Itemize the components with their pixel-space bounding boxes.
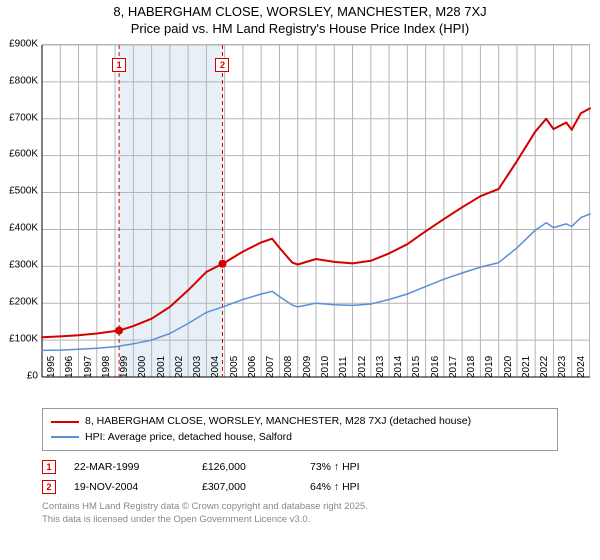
x-tick-label: 2006 (247, 356, 258, 378)
title-line-1: 8, HABERGHAM CLOSE, WORSLEY, MANCHESTER,… (0, 4, 600, 21)
x-tick-label: 1997 (83, 356, 94, 378)
x-tick-label: 2005 (229, 356, 240, 378)
y-tick-label: £300K (9, 260, 38, 271)
x-tick-label: 2007 (265, 356, 276, 378)
x-tick-label: 2013 (375, 356, 386, 378)
attribution: Contains HM Land Registry data © Crown c… (42, 501, 558, 526)
attribution-line-1: Contains HM Land Registry data © Crown c… (42, 501, 558, 513)
x-tick-label: 2020 (503, 356, 514, 378)
x-tick-label: 2002 (174, 356, 185, 378)
y-tick-label: £600K (9, 149, 38, 160)
x-axis: 1995199619971998199920002001200220032004… (42, 376, 590, 406)
x-tick-label: 2004 (210, 356, 221, 378)
x-tick-label: 1995 (46, 356, 57, 378)
sale-badge: 2 (215, 58, 229, 72)
legend-label: 8, HABERGHAM CLOSE, WORSLEY, MANCHESTER,… (85, 414, 471, 430)
sale-date: 22-MAR-1999 (74, 461, 184, 473)
sale-badge: 1 (112, 58, 126, 72)
legend: 8, HABERGHAM CLOSE, WORSLEY, MANCHESTER,… (42, 408, 558, 452)
x-tick-label: 2000 (137, 356, 148, 378)
sale-row: 1 22-MAR-1999 £126,000 73% ↑ HPI (42, 457, 558, 477)
chart-area: £0 £100K £200K £300K £400K £500K £600K £700K £80… (0, 40, 600, 406)
title-line-2: Price paid vs. HM Land Registry's House … (0, 21, 600, 38)
x-tick-label: 2012 (357, 356, 368, 378)
legend-row: 8, HABERGHAM CLOSE, WORSLEY, MANCHESTER,… (51, 414, 549, 430)
sale-marker: 1 (42, 460, 56, 474)
x-tick-label: 2003 (192, 356, 203, 378)
sales-table: 1 22-MAR-1999 £126,000 73% ↑ HPI 2 19-NOV-200… (42, 457, 558, 497)
sale-price: £307,000 (202, 481, 292, 493)
legend-swatch (51, 436, 79, 438)
x-tick-label: 2024 (576, 356, 587, 378)
sale-row: 2 19-NOV-2004 £307,000 64% ↑ HPI (42, 477, 558, 497)
y-tick-label: £900K (9, 38, 38, 49)
y-tick-label: £800K (9, 75, 38, 86)
x-tick-label: 2015 (411, 356, 422, 378)
legend-row: HPI: Average price, detached house, Salf… (51, 430, 549, 446)
x-tick-label: 2022 (539, 356, 550, 378)
y-axis: £0£100K£200K£300K£400K£500K£600K£700K£80… (0, 44, 42, 376)
x-tick-label: 2018 (466, 356, 477, 378)
sale-delta: 64% ↑ HPI (310, 481, 360, 493)
x-tick-label: 1996 (64, 356, 75, 378)
x-tick-label: 2011 (338, 356, 349, 378)
legend-label: HPI: Average price, detached house, Salf… (85, 430, 292, 446)
y-tick-label: £400K (9, 223, 38, 234)
sale-date: 19-NOV-2004 (74, 481, 184, 493)
x-tick-label: 1999 (119, 356, 130, 378)
sale-delta: 73% ↑ HPI (310, 461, 360, 473)
x-tick-label: 2010 (320, 356, 331, 378)
x-tick-label: 2019 (484, 356, 495, 378)
x-tick-label: 2008 (283, 356, 294, 378)
sale-marker: 2 (42, 480, 56, 494)
x-tick-label: 2023 (557, 356, 568, 378)
x-tick-label: 2016 (430, 356, 441, 378)
x-tick-label: 2014 (393, 356, 404, 378)
x-tick-label: 2017 (448, 356, 459, 378)
y-tick-label: £500K (9, 186, 38, 197)
x-tick-label: 2021 (521, 356, 532, 378)
x-tick-label: 2009 (302, 356, 313, 378)
plot-area: 12 (42, 44, 590, 376)
attribution-line-2: This data is licensed under the Open Gov… (42, 514, 558, 526)
plot-svg (42, 45, 589, 376)
legend-swatch (51, 421, 79, 423)
y-tick-label: £700K (9, 112, 38, 123)
x-tick-label: 1998 (101, 356, 112, 378)
y-tick-label: £0 (27, 370, 38, 381)
title-block: 8, HABERGHAM CLOSE, WORSLEY, MANCHESTER,… (0, 0, 600, 40)
x-tick-label: 2001 (156, 356, 167, 378)
y-tick-label: £200K (9, 297, 38, 308)
sale-price: £126,000 (202, 461, 292, 473)
chart-container: 8, HABERGHAM CLOSE, WORSLEY, MANCHESTER,… (0, 0, 600, 560)
y-tick-label: £100K (9, 333, 38, 344)
